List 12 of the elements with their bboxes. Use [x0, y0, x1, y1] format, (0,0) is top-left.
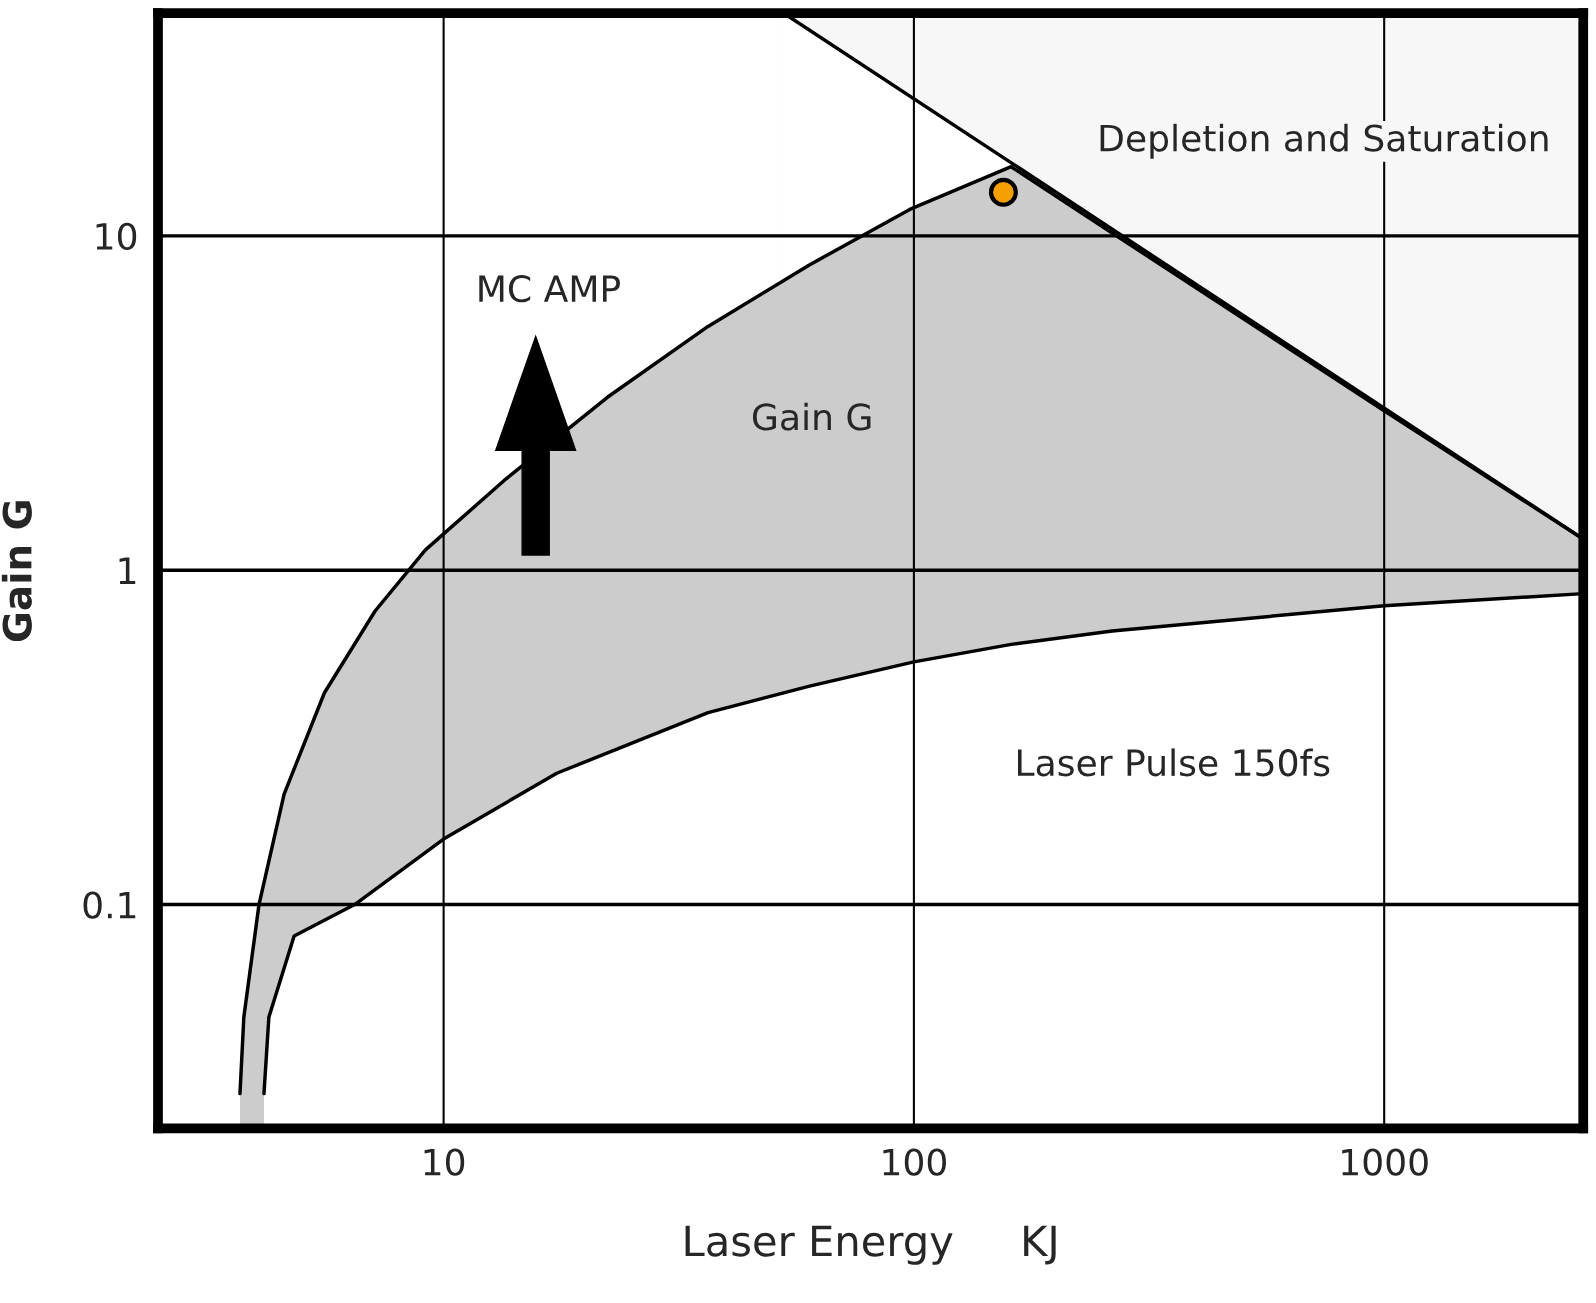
y-axis-title: Gain G — [1, 501, 32, 642]
y-tick-label: 0.1 — [83, 891, 136, 919]
x-tick-label: 10 — [424, 1148, 465, 1176]
y-tick-label: 10 — [96, 222, 137, 251]
annotation: Gain G — [752, 402, 871, 431]
x-axis-title: Laser Energy KJ — [685, 1225, 1056, 1265]
annotation: Laser Pulse 150fs — [1018, 748, 1330, 777]
y-tick-label: 1 — [119, 557, 136, 584]
annotation: MC AMP — [479, 275, 621, 303]
x-tick-label: 1000 — [1342, 1148, 1428, 1176]
x-tick-label: 100 — [883, 1148, 946, 1176]
annotation: Depletion and Saturation — [1100, 123, 1548, 159]
